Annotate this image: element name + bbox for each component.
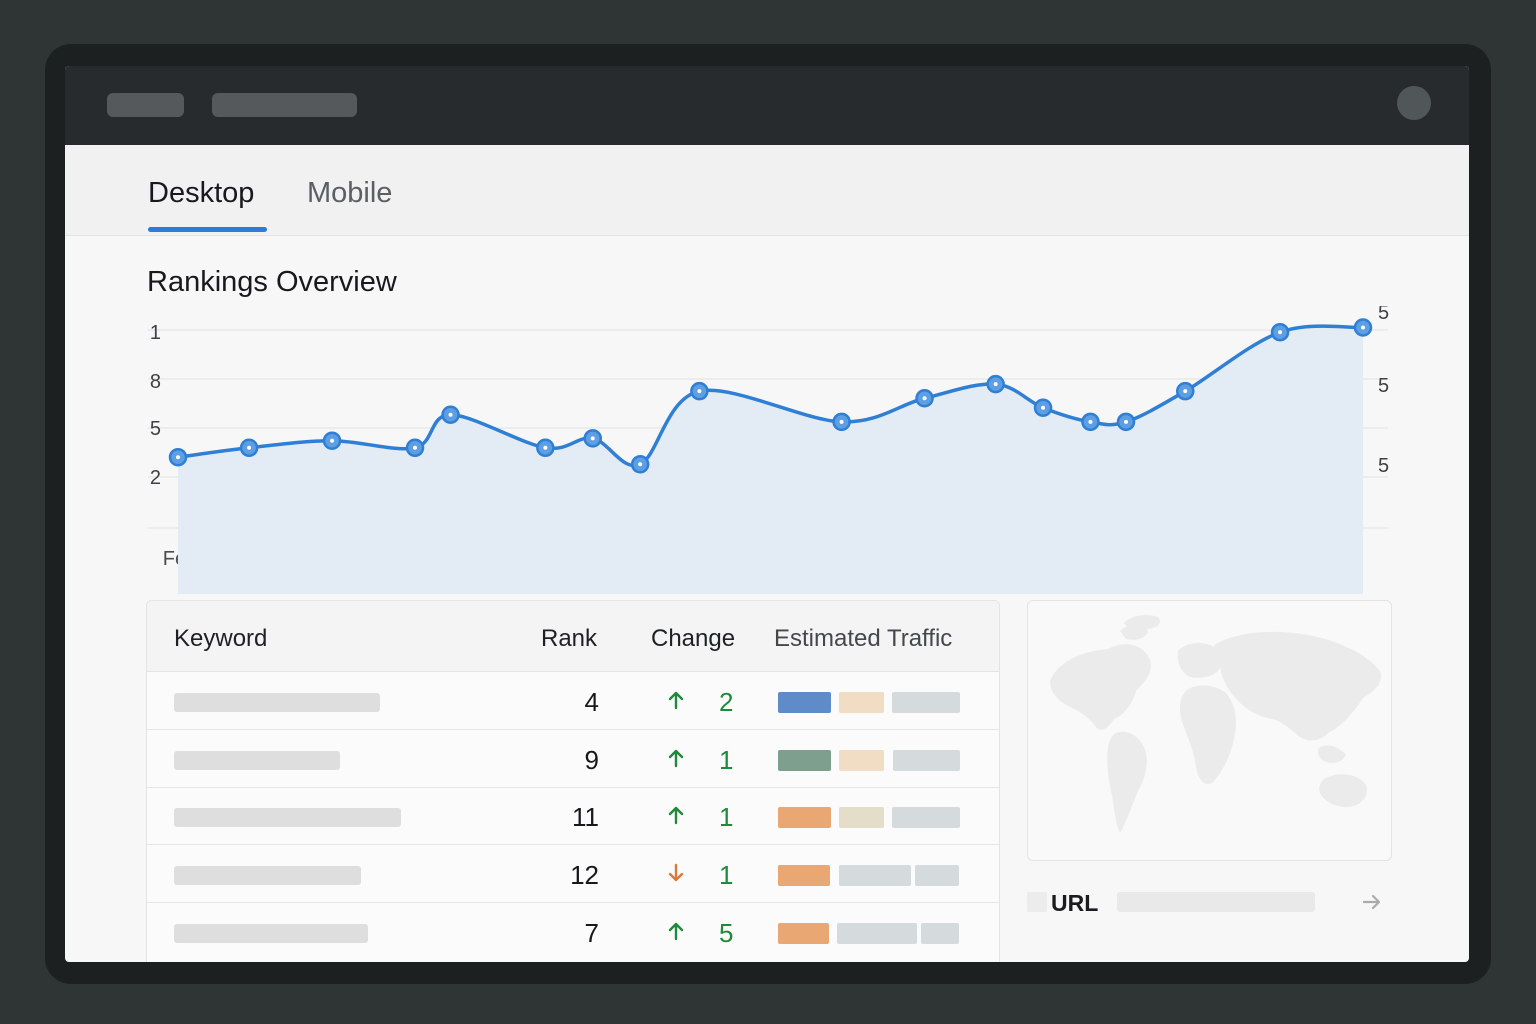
traffic-segment bbox=[892, 692, 960, 713]
keyword-placeholder bbox=[174, 924, 368, 943]
data-point-center bbox=[922, 396, 927, 401]
arrow-up-icon bbox=[668, 691, 684, 710]
traffic-segment bbox=[839, 865, 911, 886]
traffic-segment bbox=[778, 923, 829, 944]
data-point-center bbox=[638, 462, 643, 467]
avatar[interactable] bbox=[1397, 86, 1431, 120]
traffic-segment bbox=[778, 692, 831, 713]
table-row[interactable]: 7 5 bbox=[147, 903, 999, 960]
data-point-center bbox=[330, 438, 335, 443]
keyword-placeholder bbox=[174, 866, 361, 885]
world-map-card[interactable] bbox=[1027, 600, 1392, 861]
y-tick-label-right: 5 bbox=[1378, 306, 1389, 324]
traffic-segment bbox=[778, 750, 831, 771]
data-point-center bbox=[1183, 389, 1188, 394]
rank-value: 4 bbox=[584, 687, 599, 717]
traffic-segment bbox=[892, 807, 960, 828]
keyword-placeholder bbox=[174, 751, 340, 770]
tab-mobile[interactable]: Mobile bbox=[307, 177, 393, 209]
traffic-segment bbox=[778, 807, 831, 828]
data-point-center bbox=[1361, 325, 1365, 330]
y-tick-label-right: 5 bbox=[1378, 455, 1389, 477]
top-bar bbox=[65, 66, 1469, 145]
top-bar-placeholder[interactable] bbox=[107, 93, 184, 117]
table-header: Keyword Rank Change Estimated Traffic bbox=[147, 601, 999, 672]
y-tick-label-right: 5 bbox=[1378, 375, 1389, 397]
data-point-center bbox=[590, 436, 595, 441]
data-point-center bbox=[993, 382, 998, 387]
change-value: 2 bbox=[719, 687, 734, 717]
data-point-center bbox=[543, 445, 548, 450]
tab-desktop[interactable]: Desktop bbox=[148, 177, 255, 209]
column-header-change[interactable]: Change bbox=[651, 625, 736, 652]
top-bar-placeholder[interactable] bbox=[212, 93, 357, 117]
data-point-center bbox=[839, 419, 844, 424]
column-header-keyword[interactable]: Keyword bbox=[174, 625, 268, 652]
data-point-center bbox=[413, 445, 417, 450]
data-point-center bbox=[1088, 419, 1093, 424]
column-header-rank[interactable]: Rank bbox=[541, 625, 598, 652]
keyword-placeholder bbox=[174, 808, 401, 827]
rank-value: 12 bbox=[570, 860, 599, 890]
change-value: 5 bbox=[719, 918, 734, 948]
rankings-chart: 1852555FebMarAbrıprMayJunJulAug bbox=[148, 306, 1389, 594]
change-value: 1 bbox=[719, 745, 734, 775]
arrow-up-icon bbox=[668, 749, 684, 768]
traffic-segment bbox=[778, 865, 830, 886]
keyword-table: Keyword Rank Change Estimated Traffic 4 … bbox=[146, 600, 1000, 962]
traffic-segment bbox=[893, 750, 960, 771]
rank-value: 11 bbox=[572, 802, 599, 832]
device-tabs: Desktop Mobile bbox=[65, 145, 1469, 236]
arrow-down-icon bbox=[668, 863, 684, 882]
table-row[interactable]: 12 1 bbox=[147, 845, 999, 903]
url-label: URL bbox=[1051, 890, 1099, 916]
data-point-center bbox=[1278, 330, 1283, 335]
url-row: URL bbox=[1027, 884, 1390, 920]
traffic-segment bbox=[915, 865, 959, 886]
app-screen: Desktop Mobile Rankings Overview 1 8 5 2 5 5 5… bbox=[65, 66, 1469, 962]
change-value: 1 bbox=[719, 860, 734, 890]
y-tick-label-left: 1 bbox=[150, 322, 161, 344]
arrow-up-icon bbox=[668, 922, 684, 941]
traffic-segment bbox=[839, 692, 884, 713]
keyword-placeholder bbox=[174, 693, 380, 712]
world-map bbox=[1050, 615, 1382, 833]
table-row[interactable]: 9 1 bbox=[147, 730, 999, 788]
link-icon bbox=[1027, 892, 1047, 912]
y-tick-label-left: 8 bbox=[150, 371, 161, 393]
arrow-right-icon[interactable] bbox=[1360, 890, 1384, 914]
data-point-center bbox=[247, 445, 252, 450]
traffic-segment bbox=[839, 750, 884, 771]
data-point-center bbox=[1041, 405, 1046, 410]
series-area bbox=[178, 326, 1363, 594]
data-point-center bbox=[1124, 419, 1128, 424]
table-row[interactable]: 11 1 bbox=[147, 787, 999, 845]
traffic-segment bbox=[839, 807, 884, 828]
data-point-center bbox=[697, 389, 702, 394]
data-point-center bbox=[448, 412, 453, 417]
traffic-segment bbox=[921, 923, 959, 944]
change-value: 1 bbox=[719, 802, 734, 832]
rank-value: 9 bbox=[584, 745, 599, 775]
url-placeholder[interactable] bbox=[1117, 892, 1315, 912]
section-title: Rankings Overview bbox=[147, 266, 397, 298]
rank-value: 7 bbox=[584, 918, 599, 948]
y-tick-label-left: 5 bbox=[150, 418, 161, 440]
arrow-up-icon bbox=[668, 806, 684, 825]
table-row[interactable]: 4 2 bbox=[147, 672, 999, 730]
column-header-estimated-traffic[interactable]: Estimated Traffic bbox=[774, 625, 953, 652]
y-tick-label-left: 2 bbox=[150, 467, 161, 489]
data-point-center bbox=[176, 455, 180, 460]
active-tab-indicator bbox=[148, 227, 267, 232]
traffic-segment bbox=[837, 923, 917, 944]
